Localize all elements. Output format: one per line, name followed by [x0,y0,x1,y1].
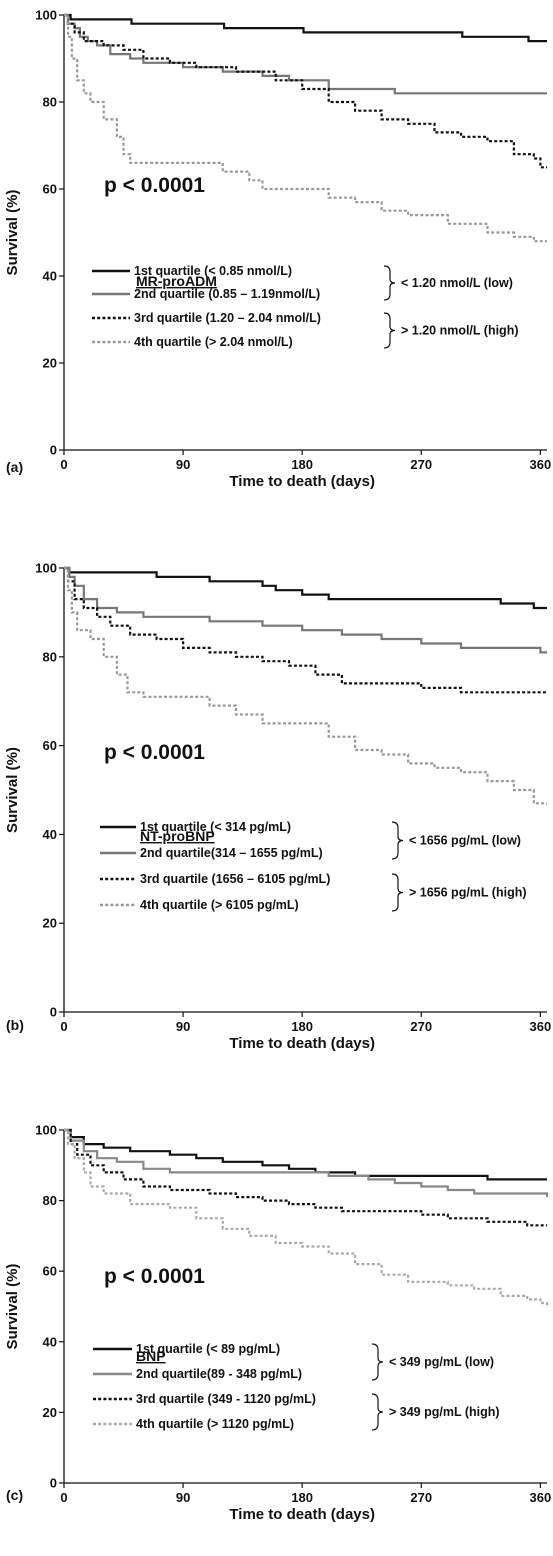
legend-label-q1: 1st quartile (< 0.85 nmol/L) [134,264,292,278]
survival-curve-q4 [64,1128,549,1307]
legend-title: BNP [136,1348,166,1364]
group-label: > 1.20 nmol/L (high) [401,324,519,338]
survival-curve-q4 [64,566,547,805]
x-axis-title: Time to death (days) [229,1506,375,1523]
x-tick-label: 0 [60,1490,67,1505]
x-axis-title: Time to death (days) [229,473,375,490]
x-tick-label: 270 [410,1490,432,1505]
x-tick-label: 180 [291,457,313,472]
x-tick-label: 90 [176,1490,190,1505]
legend-label-q4: 4th quartile (> 1120 pg/mL) [136,1417,294,1431]
survival-curve-q3 [64,566,547,694]
legend-title: MR-proADM [136,273,217,289]
y-axis-title: Survival (%) [4,190,21,276]
survival-curve-q3 [64,13,547,169]
y-tick-label: 80 [43,95,57,110]
survival-curve-q1 [64,1128,547,1181]
y-axis-title: Survival (%) [4,1264,21,1350]
panel-label: (b) [6,1017,24,1033]
panel-label: (c) [6,1487,23,1503]
y-tick-label: 60 [43,738,57,753]
x-tick-label: 270 [410,457,432,472]
legend-label-q2: 2nd quartile(314 – 1655 pg/mL) [140,846,323,860]
legend-label-q3: 3rd quartile (1656 – 6105 pg/mL) [140,872,330,886]
survival-curve-q2 [64,1128,549,1198]
x-tick-label: 180 [291,1490,313,1505]
y-tick-label: 100 [35,561,57,576]
y-tick-label: 60 [43,1264,57,1279]
survival-curve-q3 [64,1128,547,1227]
group-brace [383,265,396,301]
p-value-annotation: p < 0.0001 [104,741,205,764]
y-tick-label: 40 [43,827,57,842]
y-tick-label: 40 [43,269,57,284]
x-tick-label: 360 [530,457,552,472]
y-tick-label: 100 [35,8,57,23]
group-label: > 1656 pg/mL (high) [409,886,527,900]
group-brace [371,1343,384,1381]
x-tick-label: 90 [176,457,190,472]
y-tick-label: 80 [43,649,57,664]
y-tick-label: 80 [43,1193,57,1208]
x-tick-label: 360 [530,1019,552,1034]
group-label: < 1656 pg/mL (low) [409,834,521,848]
km-panel-c: 0 20 40 60 80 100 0 90 180 270 360 Time to death (d… [4,1123,551,1524]
legend-label-q1: 1st quartile (< 314 pg/mL) [140,820,291,834]
group-label: < 349 pg/mL (low) [389,1355,494,1369]
y-axis-title: Survival (%) [4,747,21,833]
y-tick-label: 0 [50,1476,57,1491]
y-tick-label: 20 [43,916,57,931]
legend-label-q3: 3rd quartile (349 - 1120 pg/mL) [136,1392,316,1406]
group-brace [383,312,396,349]
legend-label-q2: 2nd quartile(89 - 348 pg/mL) [136,1367,302,1381]
group-label: > 349 pg/mL (high) [389,1405,500,1419]
y-tick-label: 0 [50,443,57,458]
km-panel-b: 0 20 40 60 80 100 0 90 180 270 360 Time to death (d… [4,561,551,1053]
y-tick-label: 20 [43,356,57,371]
y-tick-label: 0 [50,1005,57,1020]
survival-curve-q4 [64,13,547,243]
y-tick-label: 60 [43,182,57,197]
panel-label: (a) [6,459,23,475]
y-tick-label: 100 [35,1123,57,1138]
km-panel-a: 0 20 40 60 80 100 0 90 180 270 360 Time to death (d… [4,8,551,491]
survival-curve-q2 [64,13,547,95]
legend-label-q2: 2nd quartile (0.85 – 1.19nmol/L) [134,287,320,301]
p-value-annotation: p < 0.0001 [104,174,205,197]
survival-curve-q1 [64,13,547,43]
legend-title: NT-proBNP [140,828,215,844]
group-brace [371,1393,384,1431]
legend-label-q4: 4th quartile (> 2.04 nmol/L) [134,335,293,349]
survival-curve-q1 [64,566,547,610]
p-value-annotation: p < 0.0001 [104,1265,205,1288]
legend-label-q1: 1st quartile (< 89 pg/mL) [136,1342,280,1356]
x-tick-label: 180 [291,1019,313,1034]
x-tick-label: 270 [410,1019,432,1034]
y-tick-label: 20 [43,1405,57,1420]
x-tick-label: 0 [60,1019,67,1034]
x-tick-label: 0 [60,457,67,472]
y-tick-label: 40 [43,1334,57,1349]
group-label: < 1.20 nmol/L (low) [401,276,513,290]
group-brace [391,873,404,912]
legend-label-q4: 4th quartile (> 6105 pg/mL) [140,898,299,912]
survival-curve-q2 [64,566,547,654]
group-brace [391,821,404,860]
x-tick-label: 90 [176,1019,190,1034]
x-axis-title: Time to death (days) [229,1035,375,1052]
legend-label-q3: 3rd quartile (1.20 – 2.04 nmol/L) [134,311,321,325]
x-tick-label: 360 [530,1490,552,1505]
